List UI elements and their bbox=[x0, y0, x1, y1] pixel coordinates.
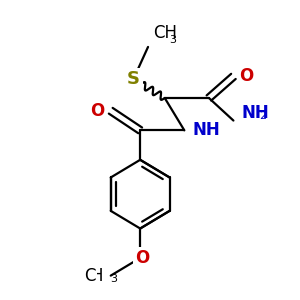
Text: S: S bbox=[127, 70, 140, 88]
Text: H: H bbox=[90, 267, 103, 285]
Text: 3: 3 bbox=[110, 274, 117, 284]
Text: NH: NH bbox=[192, 122, 220, 140]
Text: NH: NH bbox=[241, 104, 269, 122]
Text: CH: CH bbox=[153, 24, 177, 42]
Text: 3: 3 bbox=[169, 35, 177, 45]
Text: O: O bbox=[135, 249, 149, 267]
Text: 2: 2 bbox=[259, 111, 266, 121]
Text: C: C bbox=[85, 267, 96, 285]
Text: O: O bbox=[91, 102, 105, 120]
Text: O: O bbox=[239, 68, 254, 85]
